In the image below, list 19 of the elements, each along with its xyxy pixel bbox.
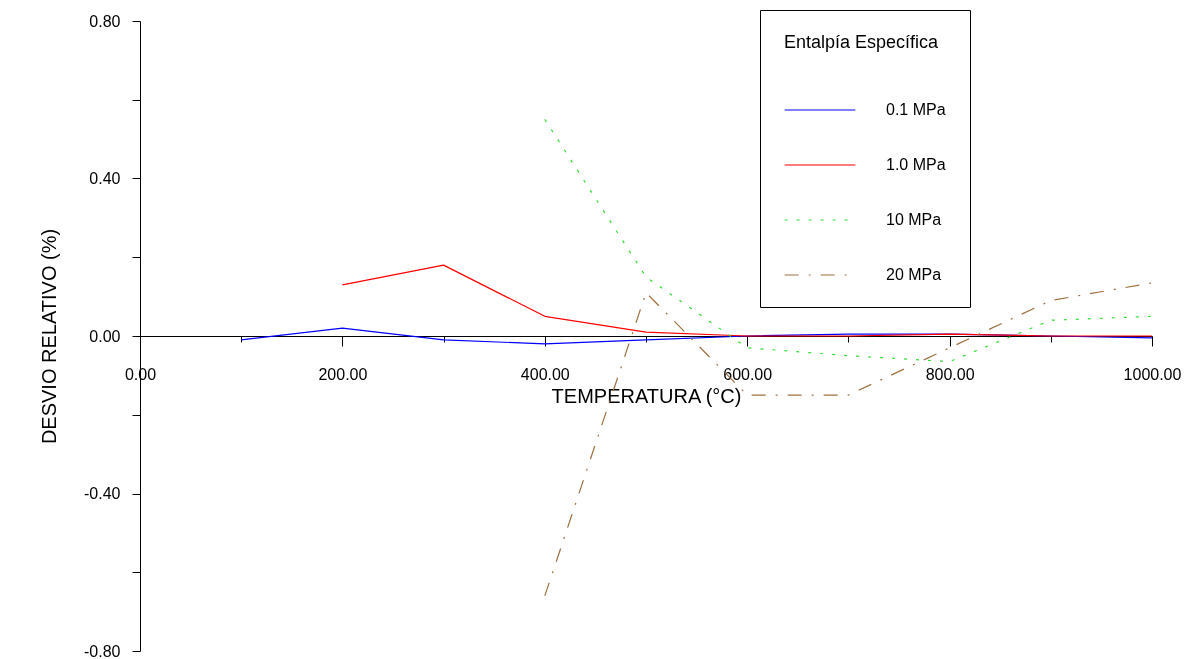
x-tick-label: 400.00 bbox=[520, 365, 570, 383]
legend-label: 10 MPa bbox=[886, 211, 942, 228]
legend-label: 20 MPa bbox=[886, 266, 942, 283]
line-series bbox=[544, 118, 1152, 363]
legend-label: 1.0 MPa bbox=[886, 156, 946, 173]
x-tick-label: 600.00 bbox=[723, 365, 773, 383]
line-series bbox=[341, 264, 1152, 337]
y-tick-label: -0.80 bbox=[84, 642, 121, 659]
y-axis-title: DESVIO RELATIVO (%) bbox=[38, 228, 61, 445]
x-tick-label: 1000.00 bbox=[1123, 365, 1182, 383]
y-tick-label: -0.40 bbox=[84, 485, 121, 502]
legend-title: Entalpía Específica bbox=[784, 32, 940, 52]
y-tick-label: 0.40 bbox=[89, 170, 121, 187]
y-tick-label: 0.80 bbox=[89, 12, 121, 30]
y-tick-label: 0.00 bbox=[89, 327, 121, 345]
x-tick-label: 200.00 bbox=[318, 365, 368, 383]
x-tick-label: 800.00 bbox=[925, 365, 975, 383]
x-axis-title: TEMPERATURA (°C) bbox=[551, 384, 742, 407]
legend-label: 0.1 MPa bbox=[886, 101, 946, 118]
